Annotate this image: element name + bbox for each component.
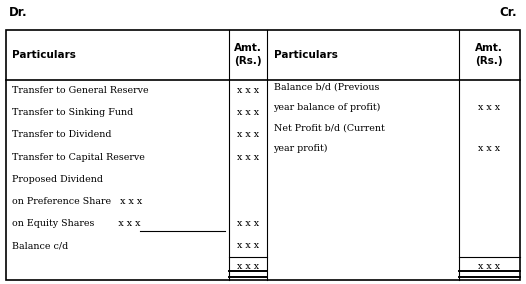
Text: Net Profit b/d (Current: Net Profit b/d (Current [274, 124, 385, 133]
Text: x x x: x x x [237, 86, 259, 95]
Text: Balance b/d (Previous: Balance b/d (Previous [274, 83, 379, 92]
Text: x x x: x x x [237, 108, 259, 117]
Text: Transfer to Capital Reserve: Transfer to Capital Reserve [12, 153, 145, 162]
Text: x x x: x x x [237, 262, 259, 272]
Text: x x x: x x x [478, 103, 500, 112]
Text: Amt.
(Rs.): Amt. (Rs.) [476, 43, 503, 66]
Text: year profit): year profit) [274, 144, 328, 153]
Text: x x x: x x x [237, 153, 259, 162]
Text: Dr.: Dr. [9, 6, 27, 19]
Text: Particulars: Particulars [12, 50, 75, 60]
Text: Particulars: Particulars [274, 50, 337, 60]
Text: Amt.
(Rs.): Amt. (Rs.) [234, 43, 262, 66]
Text: Proposed Dividend: Proposed Dividend [12, 175, 103, 184]
Text: x x x: x x x [478, 144, 500, 153]
Text: x x x: x x x [237, 241, 259, 250]
Text: Transfer to Sinking Fund: Transfer to Sinking Fund [12, 108, 133, 117]
Text: on Equity Shares        x x x: on Equity Shares x x x [12, 219, 140, 228]
Text: Transfer to Dividend: Transfer to Dividend [12, 130, 111, 139]
Text: on Preference Share   x x x: on Preference Share x x x [12, 197, 142, 206]
Text: x x x: x x x [237, 219, 259, 228]
Text: x x x: x x x [478, 262, 500, 272]
Text: Transfer to General Reserve: Transfer to General Reserve [12, 86, 148, 95]
Text: x x x: x x x [237, 130, 259, 139]
Bar [6, 30, 520, 280]
Text: Cr.: Cr. [499, 6, 517, 19]
Text: year balance of profit): year balance of profit) [274, 103, 381, 112]
Text: Balance c/d: Balance c/d [12, 241, 68, 250]
